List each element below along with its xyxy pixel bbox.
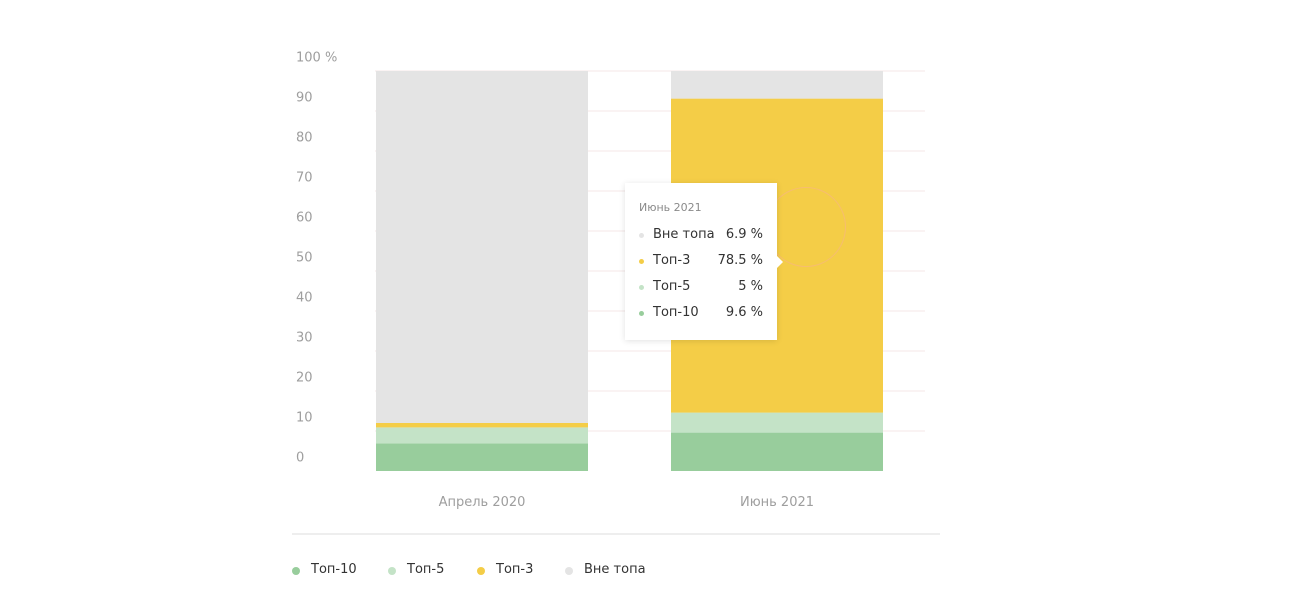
tooltip-arrow — [777, 256, 783, 268]
tooltip-series-name: Вне топа — [653, 227, 715, 242]
tooltip-series-name: Топ-3 — [653, 253, 691, 268]
y-tick-label: 70 — [296, 171, 313, 186]
tooltip-series-value: 78.5 % — [717, 253, 763, 268]
bar-segment[interactable] — [376, 443, 588, 471]
legend-label: Топ-10 — [311, 562, 357, 577]
bar-segment[interactable] — [376, 427, 588, 444]
x-tick-label: Июнь 2021 — [740, 495, 814, 510]
tooltip: Июнь 2021 Вне топа 6.9 % Топ-3 78.5 % То… — [625, 183, 777, 340]
y-tick-label: 50 — [296, 251, 313, 266]
legend-dot — [388, 567, 396, 575]
legend-dot — [477, 567, 485, 575]
y-tick-label: 100 % — [296, 51, 337, 66]
y-tick-label: 20 — [296, 371, 313, 386]
tooltip-dot — [639, 285, 644, 290]
y-axis-ticks: 100 % 90 80 70 60 50 40 30 20 10 0 — [296, 51, 337, 466]
hover-indicator — [766, 187, 846, 267]
legend-label: Топ-3 — [496, 562, 534, 577]
x-tick-label: Апрель 2020 — [439, 495, 526, 510]
bar-segment[interactable] — [671, 412, 883, 433]
tooltip-series-name: Топ-5 — [653, 279, 691, 294]
tooltip-series-name: Топ-10 — [653, 305, 699, 320]
tooltip-title: Июнь 2021 — [639, 201, 702, 214]
x-axis-labels: Апрель 2020 Июнь 2021 — [439, 495, 814, 510]
tooltip-dot — [639, 233, 644, 238]
bar-segment[interactable] — [671, 432, 883, 471]
bar-segment[interactable] — [376, 423, 588, 428]
tooltip-row: Топ-3 78.5 % — [639, 253, 763, 271]
legend-dot — [292, 567, 300, 575]
tooltip-series-value: 5 % — [738, 279, 763, 294]
y-tick-label: 0 — [296, 451, 304, 466]
legend-label: Топ-5 — [407, 562, 445, 577]
tooltip-dot — [639, 259, 644, 264]
tooltip-dot — [639, 311, 644, 316]
tooltip-row: Вне топа 6.9 % — [639, 227, 763, 245]
y-tick-label: 10 — [296, 411, 313, 426]
legend-label: Вне топа — [584, 562, 646, 577]
y-tick-label: 80 — [296, 131, 313, 146]
tooltip-row: Топ-10 9.6 % — [639, 305, 763, 323]
tooltip-series-value: 9.6 % — [725, 305, 763, 320]
y-tick-label: 90 — [296, 91, 313, 106]
y-tick-label: 40 — [296, 291, 313, 306]
legend-dot — [565, 567, 573, 575]
y-tick-label: 30 — [296, 331, 313, 346]
tooltip-row: Топ-5 5 % — [639, 279, 763, 297]
tooltip-series-value: 6.9 % — [725, 227, 763, 242]
y-tick-label: 60 — [296, 211, 313, 226]
bar-segment[interactable] — [671, 71, 883, 99]
bar-segment[interactable] — [376, 71, 588, 423]
